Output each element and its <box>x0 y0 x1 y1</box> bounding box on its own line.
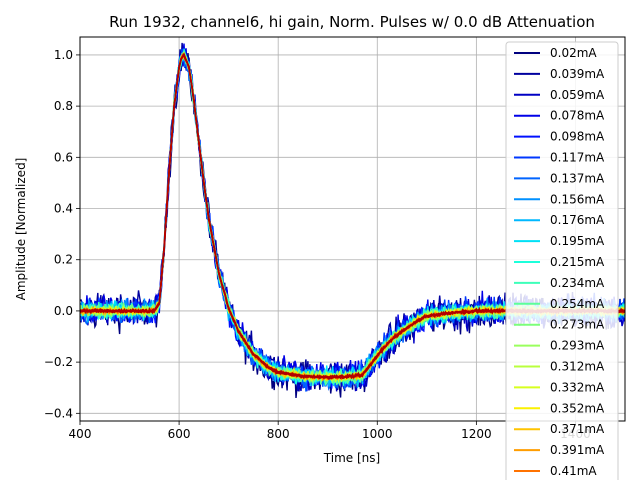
y-tick-label: 0.8 <box>54 99 73 113</box>
legend-label: 0.254mA <box>550 297 605 311</box>
y-tick-label: 0.2 <box>54 253 73 267</box>
x-axis-label: Time [ns] <box>323 451 380 465</box>
x-tick-label: 400 <box>69 427 92 441</box>
chart-title: Run 1932, channel6, hi gain, Norm. Pulse… <box>109 13 595 31</box>
legend-label: 0.293mA <box>550 339 605 353</box>
legend-label: 0.156mA <box>550 192 605 206</box>
legend-label: 0.215mA <box>550 255 605 269</box>
legend-label: 0.352mA <box>550 401 605 415</box>
y-tick-label: −0.2 <box>44 355 73 369</box>
y-axis-ticks: −0.4 −0.2 0.0 0.2 0.4 0.6 0.8 1.0 <box>44 48 80 420</box>
legend-label: 0.137mA <box>550 171 605 185</box>
y-tick-label: 1.0 <box>54 48 73 62</box>
legend-label: 0.195mA <box>550 234 605 248</box>
legend-label: 0.059mA <box>550 88 605 102</box>
legend-label: 0.332mA <box>550 380 605 394</box>
x-tick-label: 800 <box>267 427 290 441</box>
x-tick-label: 1200 <box>461 427 492 441</box>
legend-label: 0.176mA <box>550 213 605 227</box>
legend-label: 0.312mA <box>550 360 605 374</box>
legend-box <box>505 41 619 480</box>
legend-label: 0.02mA <box>550 46 597 60</box>
x-tick-label: 600 <box>168 427 191 441</box>
legend-label: 0.117mA <box>550 151 605 165</box>
legend-label: 0.273mA <box>550 318 605 332</box>
legend-label: 0.234mA <box>550 276 605 290</box>
legend-label: 0.391mA <box>550 443 605 457</box>
legend: 0.02mA 0.039mA 0.059mA 0.078mA 0.098mA 0.117m… <box>505 41 619 480</box>
y-tick-label: 0.0 <box>54 304 73 318</box>
legend-label: 0.098mA <box>550 130 605 144</box>
legend-label: 0.41mA <box>550 464 597 478</box>
x-tick-label: 1000 <box>362 427 393 441</box>
legend-label: 0.039mA <box>550 67 605 81</box>
plot-frame <box>79 36 626 422</box>
y-axis-label: Amplitude [Normalized] <box>14 158 28 301</box>
y-tick-label: 0.6 <box>54 150 73 164</box>
y-tick-label: −0.4 <box>44 406 73 420</box>
y-tick-label: 0.4 <box>54 202 73 216</box>
legend-label: 0.371mA <box>550 422 605 436</box>
legend-label: 0.078mA <box>550 109 605 123</box>
